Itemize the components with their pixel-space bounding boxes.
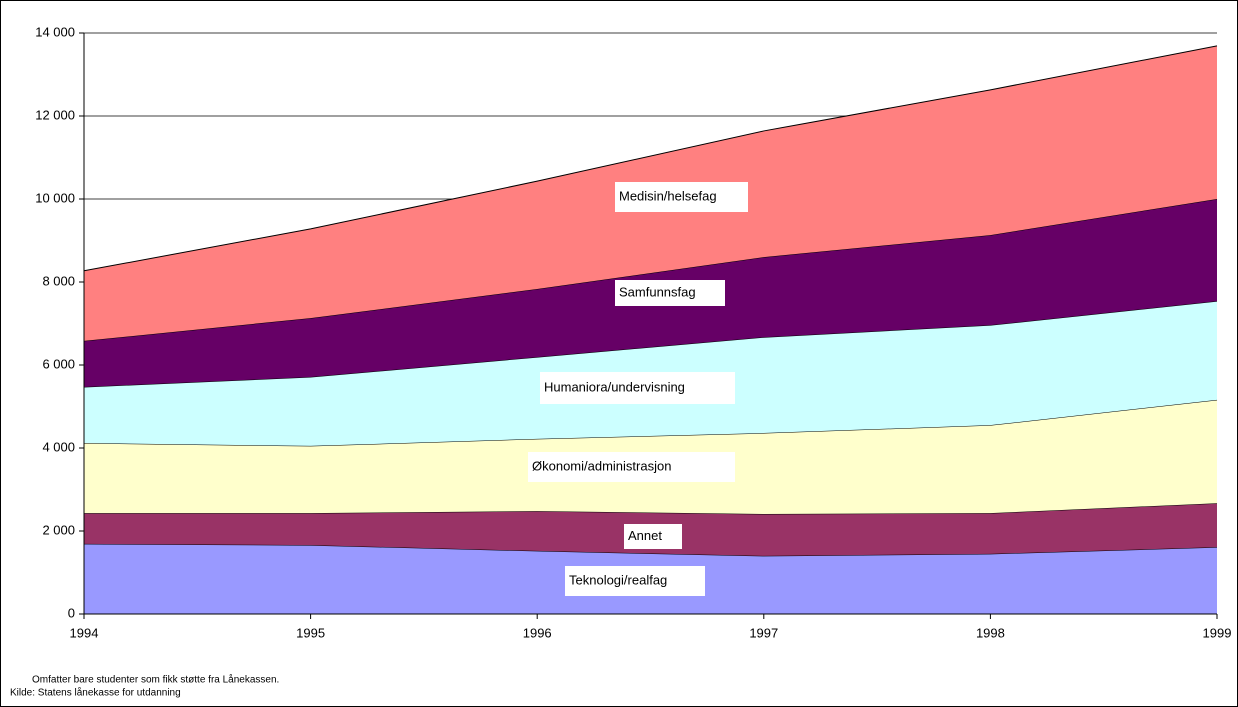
y-tick-label: 12 000 [35, 107, 75, 122]
series-label: Økonomi/administrasjon [532, 458, 671, 473]
y-tick-label: 6 000 [42, 356, 75, 371]
footnote: Omfatter bare studenter som fikk støtte … [32, 674, 279, 686]
label-box [540, 372, 735, 404]
y-tick-label: 4 000 [42, 439, 75, 454]
x-tick-label: 1995 [296, 625, 325, 640]
label-box [565, 566, 705, 596]
x-tick-label: 1999 [1203, 625, 1232, 640]
y-tick-label: 8 000 [42, 273, 75, 288]
footnote: Kilde: Statens lånekasse for utdanning [10, 687, 181, 699]
plot-area: 0 2 000 4 000 6 000 8 000 10 000 12 000 14 000 1… [35, 24, 1231, 640]
label-box [615, 182, 748, 212]
series-label: Annet [628, 528, 662, 543]
series-label: Samfunnsfag [619, 284, 696, 299]
area-edge [83, 45, 1218, 272]
x-tick-label: 1994 [70, 625, 99, 640]
y-tick-label: 10 000 [35, 190, 75, 205]
x-tick-label: 1998 [976, 625, 1005, 640]
y-tick-label: 0 [68, 605, 75, 620]
y-tick-label: 2 000 [42, 522, 75, 537]
x-tick-label: 1996 [523, 625, 552, 640]
label-box [615, 280, 725, 306]
label-box [528, 452, 735, 482]
label-box [624, 524, 682, 549]
y-tick-label: 14 000 [35, 24, 75, 39]
x-tick-label: 1997 [749, 625, 778, 640]
series-label: Teknologi/realfag [569, 572, 667, 587]
series-label: Medisin/helsefag [619, 188, 717, 203]
series-label: Humaniora/undervisning [544, 379, 685, 394]
